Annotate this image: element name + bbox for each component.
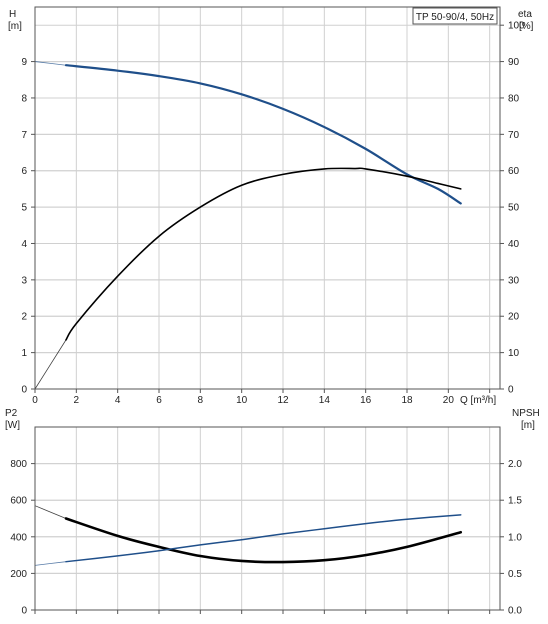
series-eta-extrapolation xyxy=(34,339,67,390)
x-tick-label: 10 xyxy=(236,395,248,406)
y2-tick-label: 30 xyxy=(508,275,520,286)
y-tick-label: 2 xyxy=(21,312,27,323)
y2-tick-label: 1.5 xyxy=(508,496,522,507)
top-grid xyxy=(35,7,500,389)
y2-tick-label: 10 xyxy=(508,348,520,359)
y2-axis-unit-npsh: [m] xyxy=(521,420,535,431)
y-tick-label: 0 xyxy=(21,385,27,396)
y2-tick-label: 0 xyxy=(508,385,514,396)
bottom-plot-frame xyxy=(34,426,501,611)
y-axis-label-h: H xyxy=(9,9,16,20)
y2-tick-label: 80 xyxy=(508,93,520,104)
series-eta-line xyxy=(65,167,462,341)
y2-tick-label: 2.0 xyxy=(508,459,522,470)
x-tick-label: 6 xyxy=(156,395,162,406)
x-tick-label: 4 xyxy=(115,395,121,406)
y-tick-label: 3 xyxy=(21,275,27,286)
x-tick-label: 20 xyxy=(443,395,455,406)
y-tick-label: 400 xyxy=(10,532,27,543)
y2-tick-label: 0.0 xyxy=(508,606,522,617)
chart-title: TP 50-90/4, 50Hz xyxy=(416,12,494,23)
y-tick-label: 9 xyxy=(21,57,27,68)
y2-tick-label: 20 xyxy=(508,312,520,323)
y-axis-unit-h: [m] xyxy=(8,21,22,32)
x-tick-label: 12 xyxy=(277,395,289,406)
y-tick-label: 1 xyxy=(21,348,27,359)
y-tick-label: 6 xyxy=(21,166,27,177)
y-tick-label: 5 xyxy=(21,203,27,214)
y2-axis-label-eta: eta xyxy=(518,9,532,20)
x-tick-label: 16 xyxy=(360,395,372,406)
title-box xyxy=(412,7,498,25)
x-tick-label: 8 xyxy=(198,395,204,406)
series-h-line xyxy=(64,64,462,205)
x-tick-label: 18 xyxy=(401,395,413,406)
y2-axis-label-npsh: NPSH xyxy=(512,408,540,419)
y-tick-label: 8 xyxy=(21,93,27,104)
series-h-extrapolation xyxy=(34,61,67,66)
y2-tick-label: 70 xyxy=(508,130,520,141)
y-tick-label: 0 xyxy=(21,606,27,617)
y2-tick-label: 0.5 xyxy=(508,569,522,580)
y-axis-label-p2: P2 xyxy=(5,408,18,419)
y2-tick-label: 40 xyxy=(508,239,520,250)
y2-axis-unit-eta: [%] xyxy=(519,21,534,32)
y-tick-label: 4 xyxy=(21,239,27,250)
x-axis-label-q: Q [m³/h] xyxy=(460,395,496,406)
y2-tick-label: 90 xyxy=(508,57,520,68)
x-tick-label: 0 xyxy=(32,395,38,406)
series-npsh-line xyxy=(65,514,462,563)
y2-tick-label: 50 xyxy=(508,203,520,214)
y-tick-label: 800 xyxy=(10,459,27,470)
series-npsh-extrapolation xyxy=(34,561,67,566)
y2-tick-label: 60 xyxy=(508,166,520,177)
y2-tick-label: 100 xyxy=(508,21,525,32)
series-p2-line xyxy=(64,517,463,564)
x-tick-label: 2 xyxy=(74,395,80,406)
y-tick-label: 7 xyxy=(21,130,27,141)
ticks-layer: 0123456789010203040506070809010002004006… xyxy=(10,21,525,617)
series-layer xyxy=(34,61,463,566)
y-axis-unit-p2: [W] xyxy=(5,420,20,431)
y2-tick-label: 1.0 xyxy=(508,532,522,543)
top-plot-frame xyxy=(34,6,501,390)
x-tick-label: 14 xyxy=(319,395,331,406)
y-tick-label: 200 xyxy=(10,569,27,580)
bottom-grid xyxy=(35,427,500,610)
series-p2-extrapolation xyxy=(34,505,67,519)
y-tick-label: 600 xyxy=(10,496,27,507)
